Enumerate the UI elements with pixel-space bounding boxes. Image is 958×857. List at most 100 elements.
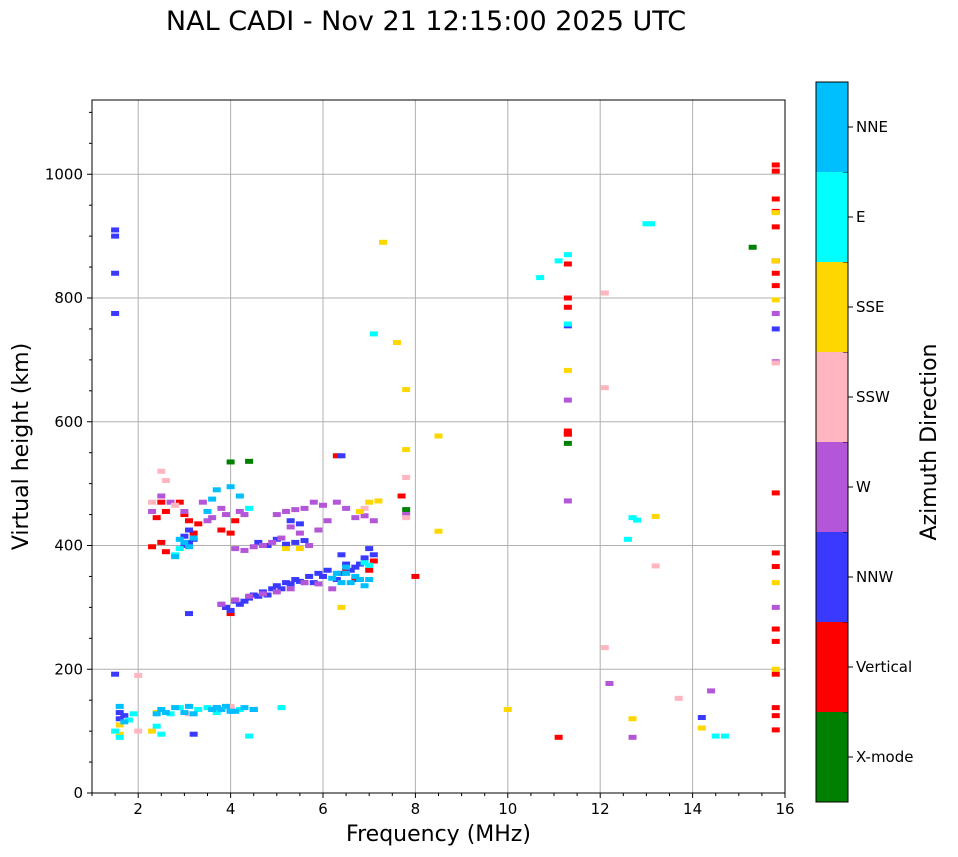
data-point-w xyxy=(203,518,212,524)
data-point-nne xyxy=(189,711,198,717)
data-point-e xyxy=(111,728,120,734)
data-point-ssw xyxy=(600,290,609,296)
data-point-ssw xyxy=(148,499,157,505)
grid-lines xyxy=(92,100,786,794)
data-point-nnw xyxy=(120,713,129,719)
data-point-nnw xyxy=(254,593,263,599)
data-point-vertical xyxy=(771,564,780,570)
data-point-w xyxy=(245,593,254,599)
data-point-nnw xyxy=(282,541,291,547)
data-point-nnw xyxy=(111,671,120,677)
data-point-e xyxy=(245,733,254,739)
data-point-e xyxy=(642,221,651,227)
data-point-sse xyxy=(355,508,364,514)
data-point-vertical xyxy=(332,453,341,459)
data-point-e xyxy=(277,705,286,711)
data-point-nnw xyxy=(332,577,341,583)
data-point-e xyxy=(365,562,374,568)
data-point-w xyxy=(235,508,244,514)
data-point-vertical xyxy=(771,162,780,168)
data-point-w xyxy=(342,505,351,511)
data-point-nne xyxy=(226,708,235,714)
colorbar-tick-label: E xyxy=(856,208,865,226)
data-point-w xyxy=(157,493,166,499)
data-point-vertical xyxy=(231,518,240,524)
data-point-sse xyxy=(771,210,780,216)
y-axis-label: Virtual height (km) xyxy=(9,343,34,550)
data-point-nnw xyxy=(282,580,291,586)
data-point-w xyxy=(240,547,249,553)
data-point-nnw xyxy=(180,543,189,548)
data-point-nne xyxy=(337,580,346,586)
data-point-nnw xyxy=(115,710,124,716)
data-point-sse xyxy=(379,239,388,245)
data-point-ssw xyxy=(402,515,411,521)
data-point-nnw xyxy=(314,570,323,576)
data-point-ssw xyxy=(161,478,170,484)
data-point-sse xyxy=(434,528,443,534)
data-point-w xyxy=(309,499,318,505)
data-point-vertical xyxy=(563,428,572,434)
data-point-w xyxy=(291,507,300,513)
data-point-w xyxy=(282,508,291,514)
data-point-nne xyxy=(171,554,180,560)
data-point-w xyxy=(148,508,157,514)
data-point-sse xyxy=(402,447,411,453)
y-tick-label: 800 xyxy=(54,289,83,307)
data-point-sse xyxy=(392,340,401,346)
y-tick-label: 0 xyxy=(73,784,83,802)
data-point-vertical xyxy=(771,705,780,711)
data-point-nne xyxy=(351,573,360,579)
data-point-nne xyxy=(152,711,161,717)
data-point-w xyxy=(217,505,226,511)
data-point-nne xyxy=(365,577,374,583)
data-point-nnw xyxy=(111,233,120,239)
data-point-nnw xyxy=(221,604,230,610)
data-point-vertical xyxy=(226,530,235,536)
data-point-nnw xyxy=(337,552,346,558)
data-point-nnw xyxy=(305,573,314,579)
data-point-vertical xyxy=(157,539,166,545)
data-point-nnw xyxy=(268,586,277,592)
data-point-w xyxy=(328,586,337,592)
data-point-nne xyxy=(180,710,189,716)
x-tick-label: 10 xyxy=(498,800,517,818)
data-point-vertical xyxy=(554,734,563,740)
data-point-vertical xyxy=(161,508,170,514)
y-tick-label: 600 xyxy=(54,413,83,431)
data-point-ssw xyxy=(600,385,609,391)
data-point-w xyxy=(707,688,716,694)
data-point-nne xyxy=(175,536,184,542)
data-point-e xyxy=(175,705,184,711)
data-point-vertical xyxy=(771,713,780,719)
data-point-x-mode xyxy=(402,507,411,513)
data-point-nne xyxy=(171,705,180,711)
data-point-nnw xyxy=(355,561,364,567)
plot-frame xyxy=(91,99,786,794)
data-point-nnw xyxy=(771,326,780,332)
colorbar: X-mode Vertical NNW W SSW SSE E NNE xyxy=(815,81,913,803)
data-point-w xyxy=(628,734,637,740)
data-point-nne xyxy=(120,719,129,725)
data-point-ssw xyxy=(674,695,683,701)
data-point-nnw xyxy=(319,573,327,579)
data-point-e xyxy=(633,517,642,523)
data-point-sse xyxy=(771,666,780,672)
x-tick-label: 12 xyxy=(591,800,610,818)
data-point-vertical xyxy=(157,499,166,505)
data-point-e xyxy=(628,515,637,521)
data-point-e xyxy=(203,705,212,711)
data-point-vertical xyxy=(411,573,420,579)
data-point-nne xyxy=(115,703,124,709)
y-tick-label: 1000 xyxy=(45,165,83,183)
y-axis-ticks: 0 200 400 600 800 1000 xyxy=(45,111,92,802)
data-point-nnw xyxy=(365,546,374,552)
data-point-nne xyxy=(221,703,230,709)
data-point-e xyxy=(194,706,203,712)
data-point-w xyxy=(563,498,572,504)
data-point-x-mode xyxy=(226,459,235,465)
data-point-w xyxy=(166,499,175,505)
x-axis-label: Frequency (MHz) xyxy=(346,822,531,847)
data-point-vertical xyxy=(771,168,780,174)
data-point-nnw xyxy=(309,580,318,586)
